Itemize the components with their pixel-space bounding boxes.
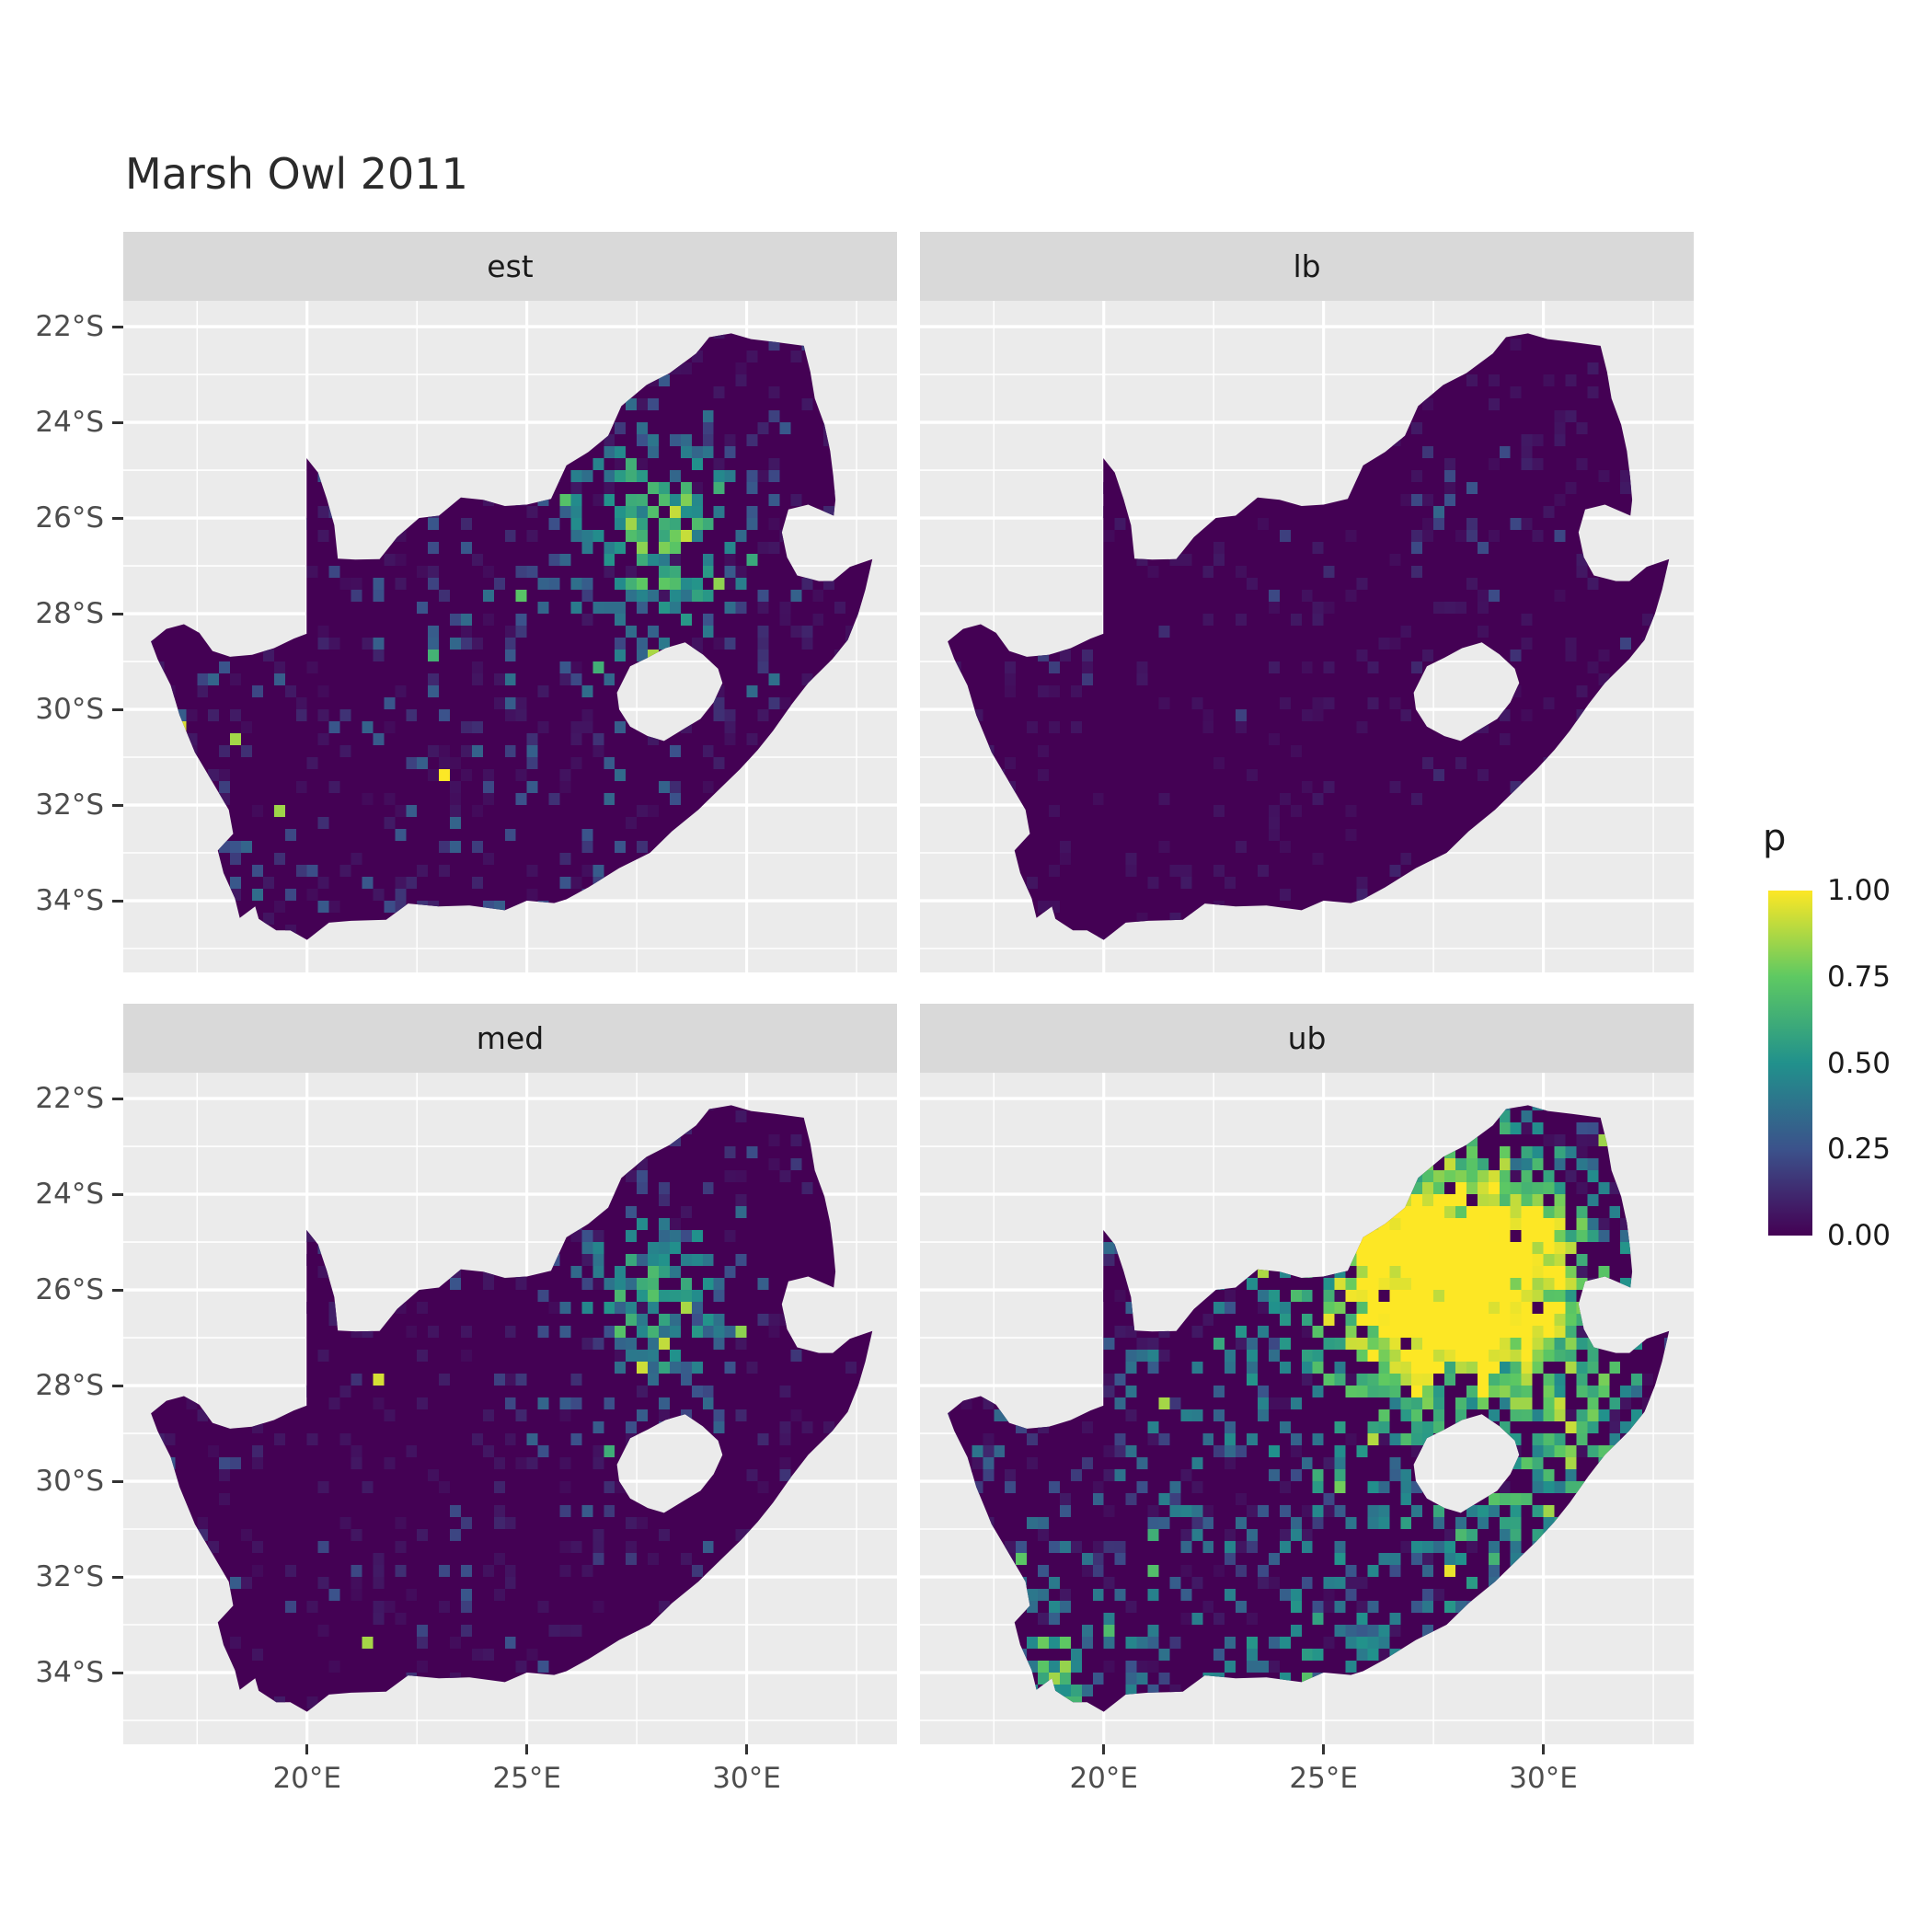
y-tick-mark: [112, 803, 123, 807]
x-tick-label: 25°E: [1289, 1762, 1358, 1795]
y-tick-label: 26°S: [35, 501, 104, 535]
y-tick-mark: [112, 1479, 123, 1483]
facet-strip-med: med: [123, 1004, 897, 1073]
y-tick-label: 22°S: [35, 1082, 104, 1116]
legend-label: 0.00: [1827, 1219, 1892, 1252]
map-est: [123, 301, 897, 972]
facet-strip-est: est: [123, 232, 897, 301]
facet-strip-label: lb: [1293, 248, 1321, 284]
legend-label: 0.50: [1827, 1047, 1892, 1080]
y-tick-mark: [112, 707, 123, 711]
y-tick-mark: [112, 1575, 123, 1579]
y-tick-mark: [112, 325, 123, 328]
legend-title: p: [1763, 817, 1787, 859]
map-panel-med: [123, 1073, 897, 1744]
facet-strip-label: med: [476, 1020, 545, 1056]
x-tick-label: 30°E: [1509, 1762, 1578, 1795]
y-tick-label: 32°S: [35, 1560, 104, 1594]
y-tick-mark: [112, 1097, 123, 1100]
x-tick-mark: [305, 1744, 309, 1754]
legend-tick-mark: [1768, 1234, 1778, 1237]
legend-label: 0.75: [1827, 960, 1892, 994]
y-tick-label: 30°S: [35, 693, 104, 727]
x-tick-mark: [1542, 1744, 1546, 1754]
y-tick-label: 28°S: [35, 1369, 104, 1403]
x-tick-label: 20°E: [272, 1762, 341, 1795]
facet-strip-ub: ub: [920, 1004, 1694, 1073]
facet-strip-lb: lb: [920, 232, 1694, 301]
y-tick-label: 26°S: [35, 1273, 104, 1307]
map-lb: [920, 301, 1694, 972]
map-panel-lb: [920, 301, 1694, 972]
facet-strip-label: ub: [1287, 1020, 1327, 1056]
y-tick-mark: [112, 420, 123, 424]
y-tick-mark: [112, 1671, 123, 1674]
map-ub: [920, 1073, 1694, 1744]
map-panel-ub: [920, 1073, 1694, 1744]
map-panel-est: [123, 301, 897, 972]
legend-label: 0.25: [1827, 1133, 1892, 1166]
legend-tick-mark: [1802, 1234, 1812, 1237]
y-tick-mark: [112, 1192, 123, 1196]
y-tick-label: 28°S: [35, 597, 104, 631]
y-tick-label: 30°S: [35, 1465, 104, 1499]
y-tick-label: 24°S: [35, 406, 104, 440]
x-tick-mark: [745, 1744, 749, 1754]
y-tick-label: 34°S: [35, 884, 104, 917]
plot-title: Marsh Owl 2011: [125, 149, 468, 199]
x-tick-mark: [1322, 1744, 1326, 1754]
y-tick-label: 32°S: [35, 788, 104, 822]
y-tick-mark: [112, 612, 123, 615]
y-tick-mark: [112, 899, 123, 903]
y-tick-mark: [112, 1384, 123, 1387]
x-tick-mark: [525, 1744, 529, 1754]
y-tick-label: 24°S: [35, 1178, 104, 1212]
x-tick-label: 25°E: [492, 1762, 561, 1795]
x-tick-label: 20°E: [1069, 1762, 1138, 1795]
x-tick-label: 30°E: [712, 1762, 781, 1795]
facet-strip-label: est: [487, 248, 534, 284]
legend-label: 1.00: [1827, 874, 1892, 907]
y-tick-mark: [112, 1288, 123, 1292]
y-tick-mark: [112, 516, 123, 520]
y-tick-label: 34°S: [35, 1656, 104, 1689]
y-tick-label: 22°S: [35, 310, 104, 344]
x-tick-mark: [1102, 1744, 1106, 1754]
legend-colorbar: [1768, 891, 1812, 1236]
map-med: [123, 1073, 897, 1744]
